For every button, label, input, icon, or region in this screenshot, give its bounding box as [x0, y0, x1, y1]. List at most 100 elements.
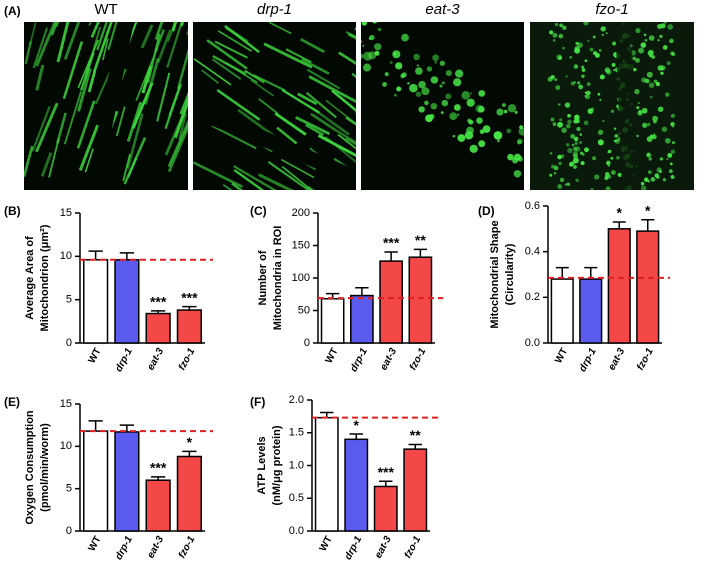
mito: [274, 112, 307, 136]
mito: [638, 47, 645, 54]
mito: [670, 51, 675, 56]
mito: [669, 162, 673, 166]
mito: [653, 79, 658, 84]
mito: [40, 152, 53, 177]
mito: [496, 139, 500, 143]
mito: [439, 84, 443, 88]
mito: [571, 160, 576, 165]
mito: [280, 158, 315, 179]
mito: [646, 152, 650, 156]
mito: [211, 124, 257, 150]
mito: [583, 120, 589, 126]
x-tick-label: drp-1: [343, 534, 365, 562]
y-tick-label: 50: [298, 304, 310, 316]
mito: [670, 174, 675, 179]
mito: [413, 53, 420, 61]
y-axis-title: ATP Levels: [256, 436, 268, 494]
mito: [396, 86, 402, 92]
mito: [48, 138, 60, 178]
mito: [558, 33, 564, 39]
mito: [598, 49, 602, 52]
mito: [646, 122, 651, 127]
mito: [630, 50, 637, 56]
mito: [597, 129, 604, 135]
error-bar: [151, 476, 166, 481]
mito: [572, 146, 578, 152]
y-tick-label: 100: [292, 272, 310, 284]
x-tick-label: drp-1: [113, 534, 135, 562]
mito: [401, 33, 409, 42]
significance: ***: [150, 460, 167, 476]
mito: [441, 99, 449, 107]
mito: [578, 84, 583, 90]
mito: [553, 165, 559, 171]
mito: [63, 22, 81, 60]
mito: [662, 178, 667, 182]
mito: [604, 67, 611, 73]
mito: [617, 172, 622, 178]
mito: [600, 26, 606, 32]
x-tick-label: fzo-1: [177, 534, 198, 560]
mito: [655, 81, 660, 87]
error-bar: [641, 218, 655, 232]
mito: [574, 114, 580, 121]
gap: [615, 22, 640, 190]
panel-label: (A): [4, 4, 21, 18]
error-bar: [349, 433, 363, 440]
bar: [314, 416, 339, 532]
mito: [632, 56, 637, 61]
mito: [258, 98, 279, 115]
significance: *: [617, 205, 623, 221]
mito: [651, 55, 655, 59]
image-bg: [361, 22, 524, 190]
error-bar: [88, 250, 103, 260]
mito: [665, 92, 670, 97]
x-tick-label: fzo-1: [177, 346, 198, 372]
bar: [145, 479, 171, 532]
gap: [193, 100, 356, 185]
mito: [650, 135, 654, 139]
significance: ***: [181, 289, 198, 305]
mito: [642, 122, 648, 128]
mito: [657, 106, 664, 112]
mito: [556, 54, 563, 61]
mito: [583, 22, 589, 26]
micrograph: [193, 22, 356, 190]
mito: [579, 140, 583, 145]
mito: [566, 143, 570, 147]
x-tick-label: drp-1: [113, 346, 135, 374]
mito: [35, 22, 57, 67]
mito: [636, 106, 640, 110]
mito: [613, 139, 617, 143]
y-tick-label: 0.0: [289, 525, 304, 537]
mito: [586, 82, 591, 87]
mito: [325, 99, 356, 125]
y-tick-label: 0: [304, 337, 310, 349]
mito: [29, 22, 37, 46]
mito: [633, 67, 637, 72]
bar: [408, 256, 433, 344]
mito: [224, 61, 258, 84]
micrograph: [361, 22, 524, 190]
mito: [584, 59, 588, 63]
mito: [90, 22, 100, 38]
mito: [557, 184, 563, 189]
mito: [586, 90, 591, 96]
mito: [267, 160, 311, 190]
mito: [434, 61, 437, 64]
x-tick-label: WT: [324, 346, 341, 365]
mito: [164, 109, 187, 156]
significance: ***: [383, 235, 400, 251]
mito: [667, 24, 674, 30]
mito: [87, 69, 97, 93]
y-tick-label: 15: [60, 398, 72, 410]
mito: [557, 121, 563, 128]
y-tick-label: 1.0: [289, 459, 304, 471]
bar: [83, 259, 109, 344]
mito: [281, 165, 313, 190]
x-tick-label: drp-1: [348, 346, 370, 374]
micrograph: [530, 22, 694, 190]
mito: [409, 83, 418, 93]
mito: [576, 126, 581, 132]
mito: [123, 137, 147, 185]
